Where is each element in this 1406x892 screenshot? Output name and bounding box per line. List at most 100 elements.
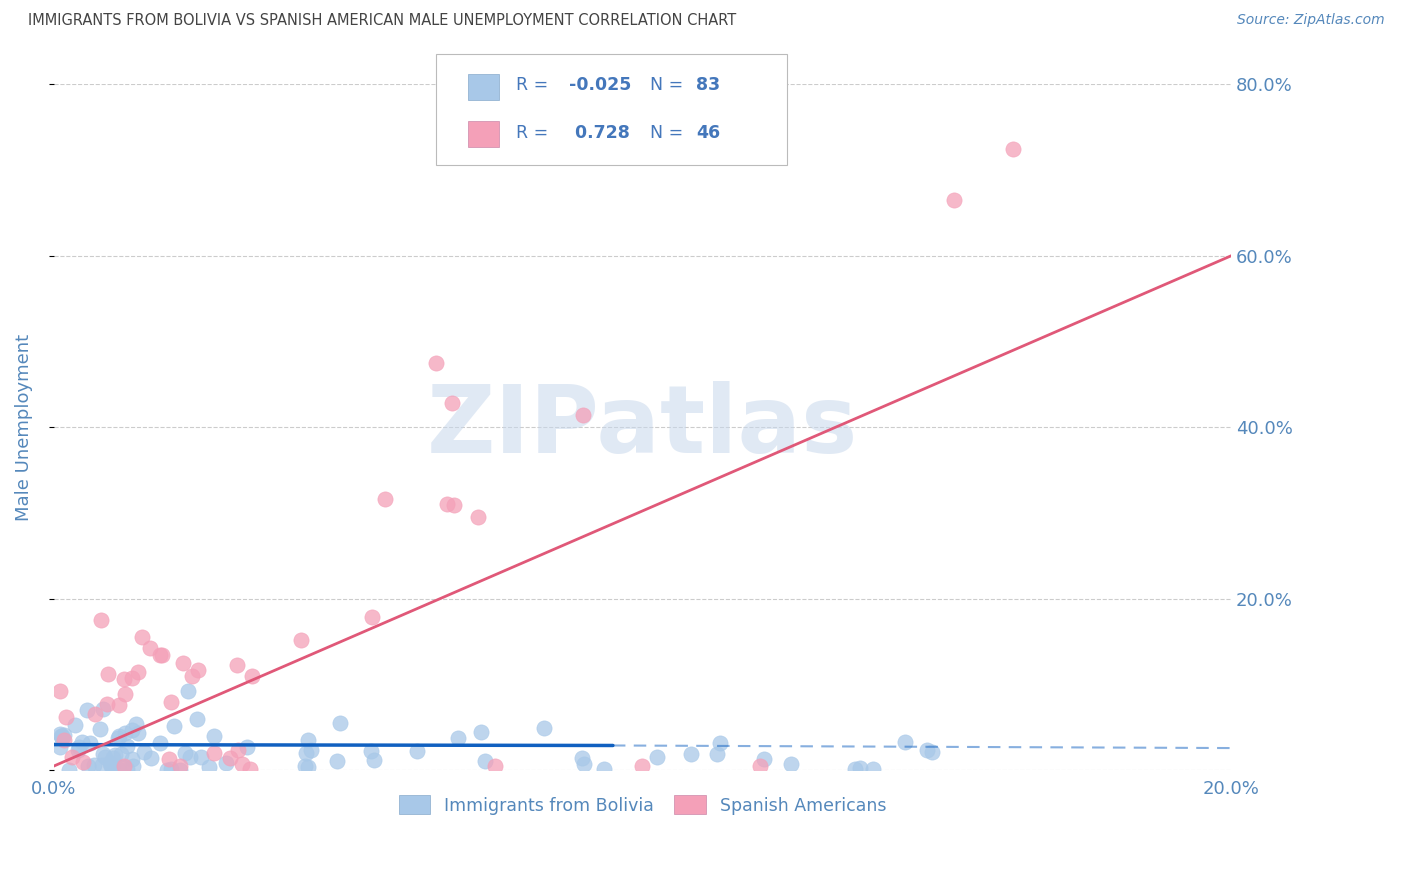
- Point: [238, 762, 260, 776]
- Point: [849, 761, 872, 775]
- Point: [91, 702, 114, 716]
- Point: [467, 510, 489, 524]
- Point: [681, 747, 703, 762]
- Point: [48, 739, 70, 754]
- Point: [177, 684, 200, 698]
- Point: [218, 751, 240, 765]
- Point: [226, 742, 249, 756]
- Point: [91, 757, 114, 772]
- Point: [443, 498, 465, 512]
- Point: [70, 735, 93, 749]
- Point: [51, 731, 73, 746]
- Point: [294, 759, 316, 773]
- Point: [172, 656, 194, 670]
- Point: [363, 753, 385, 767]
- Point: [215, 756, 238, 771]
- Point: [574, 757, 596, 772]
- Point: [149, 736, 172, 750]
- Text: 83: 83: [696, 77, 720, 95]
- Point: [169, 758, 191, 772]
- Point: [49, 729, 72, 743]
- Point: [112, 672, 135, 686]
- Text: 46: 46: [696, 124, 720, 142]
- Point: [89, 722, 111, 736]
- Point: [121, 759, 143, 773]
- Point: [121, 752, 143, 766]
- Point: [706, 747, 728, 762]
- Point: [163, 719, 186, 733]
- Point: [917, 743, 939, 757]
- Point: [108, 729, 131, 743]
- Point: [67, 743, 90, 757]
- Point: [290, 632, 312, 647]
- Point: [329, 716, 352, 731]
- Point: [202, 729, 225, 743]
- Point: [149, 648, 172, 662]
- Point: [844, 763, 866, 777]
- Point: [60, 750, 83, 764]
- Point: [295, 747, 318, 761]
- Point: [132, 745, 155, 759]
- Text: N =: N =: [650, 77, 689, 95]
- Point: [240, 669, 263, 683]
- Point: [121, 672, 143, 686]
- Point: [436, 497, 458, 511]
- Point: [107, 762, 129, 776]
- Point: [190, 750, 212, 764]
- Point: [425, 356, 447, 370]
- Point: [101, 758, 124, 772]
- Text: -0.025: -0.025: [569, 77, 631, 95]
- Point: [470, 725, 492, 739]
- Point: [160, 695, 183, 709]
- Text: ZIPatlas: ZIPatlas: [426, 382, 858, 474]
- Point: [297, 732, 319, 747]
- Point: [139, 641, 162, 656]
- Point: [76, 703, 98, 717]
- Point: [169, 763, 191, 777]
- Point: [157, 752, 180, 766]
- Point: [83, 758, 105, 772]
- Point: [179, 750, 201, 764]
- Text: Source: ZipAtlas.com: Source: ZipAtlas.com: [1237, 13, 1385, 28]
- Point: [374, 491, 396, 506]
- Point: [231, 757, 253, 772]
- Point: [93, 749, 115, 764]
- Point: [447, 731, 470, 745]
- Point: [84, 706, 107, 721]
- Point: [441, 396, 464, 410]
- Point: [862, 762, 884, 776]
- Point: [299, 743, 322, 757]
- Point: [645, 750, 668, 764]
- Point: [63, 718, 86, 732]
- Point: [100, 759, 122, 773]
- Point: [53, 732, 76, 747]
- Point: [754, 752, 776, 766]
- Point: [631, 759, 654, 773]
- Point: [77, 759, 100, 773]
- Point: [921, 745, 943, 759]
- Point: [53, 728, 76, 742]
- Point: [894, 735, 917, 749]
- Point: [72, 755, 94, 769]
- Point: [114, 725, 136, 739]
- Text: R =: R =: [516, 124, 554, 142]
- Point: [115, 763, 138, 777]
- Point: [572, 408, 595, 422]
- Point: [96, 698, 118, 712]
- Point: [117, 739, 139, 754]
- Point: [709, 736, 731, 750]
- Point: [110, 747, 132, 761]
- Text: IMMIGRANTS FROM BOLIVIA VS SPANISH AMERICAN MALE UNEMPLOYMENT CORRELATION CHART: IMMIGRANTS FROM BOLIVIA VS SPANISH AMERI…: [28, 13, 737, 29]
- Point: [360, 744, 382, 758]
- Legend: Immigrants from Bolivia, Spanish Americans: Immigrants from Bolivia, Spanish America…: [389, 787, 894, 823]
- Point: [226, 657, 249, 672]
- Point: [111, 760, 134, 774]
- Point: [406, 744, 429, 758]
- Text: R =: R =: [516, 77, 554, 95]
- Point: [97, 667, 120, 681]
- Point: [533, 721, 555, 735]
- Point: [186, 712, 208, 726]
- Point: [49, 683, 72, 698]
- Point: [114, 687, 136, 701]
- Point: [121, 723, 143, 738]
